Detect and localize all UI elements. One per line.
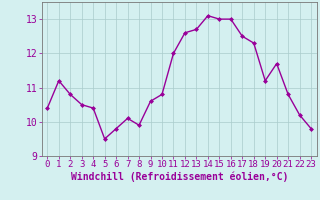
X-axis label: Windchill (Refroidissement éolien,°C): Windchill (Refroidissement éolien,°C) [70,172,288,182]
